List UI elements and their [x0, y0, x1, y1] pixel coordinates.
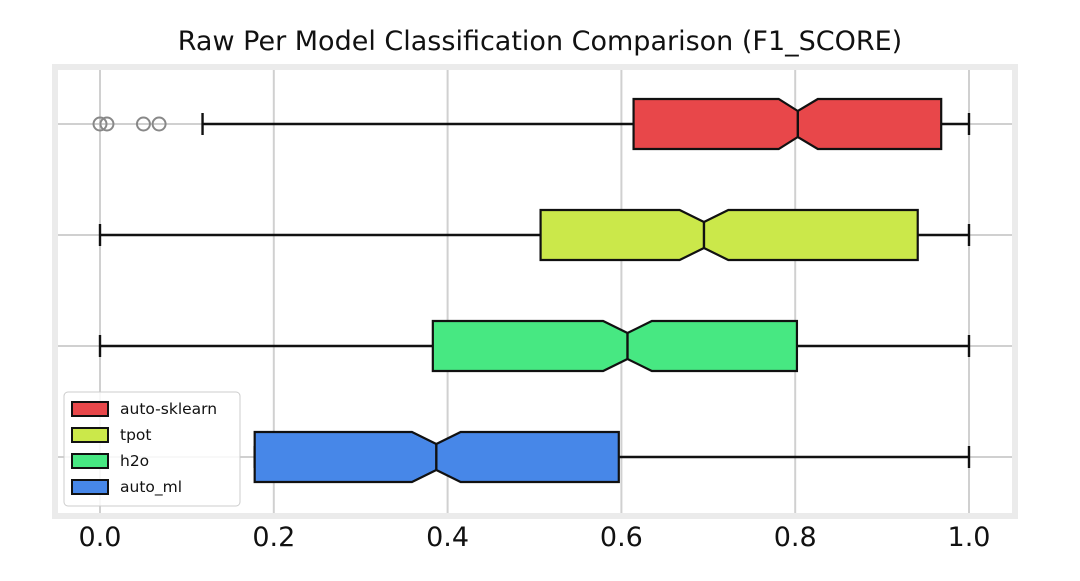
x-tick-label: 0.2: [252, 522, 295, 553]
legend-label: auto_ml: [120, 478, 182, 497]
plot-area-border: [52, 64, 1018, 519]
x-tick-label: 0.6: [600, 522, 643, 553]
legend-label: h2o: [120, 452, 149, 470]
outlier-point: [151, 116, 167, 132]
box-tpot: [98, 208, 971, 262]
legend-swatch: [71, 427, 109, 443]
chart-title: Raw Per Model Classification Comparison …: [177, 26, 903, 57]
x-axis-ticks: 0.0 0.2 0.4 0.6 0.8 1.0: [79, 522, 991, 553]
box-auto-sklearn: [92, 97, 971, 151]
legend-frame: [63, 391, 241, 507]
outlier-point: [92, 116, 108, 132]
legend-swatch: [71, 401, 109, 417]
legend-label: tpot: [120, 426, 151, 444]
legend-swatch: [71, 479, 109, 495]
box-body: [539, 208, 919, 262]
box-body: [632, 97, 943, 151]
x-tick-label: 1.0: [948, 522, 991, 553]
legend-swatch: [71, 453, 109, 469]
box-auto_ml: [253, 430, 971, 484]
box-layer: [92, 97, 971, 484]
x-tick-label: 0.0: [79, 522, 122, 553]
x-tick-label: 0.8: [774, 522, 817, 553]
legend: auto-sklearn tpot h2o auto_ml: [63, 391, 241, 507]
outlier-point: [135, 116, 151, 132]
box-body: [431, 319, 799, 373]
legend-label: auto-sklearn: [120, 400, 217, 418]
x-tick-label: 0.4: [426, 522, 469, 553]
outlier-point: [99, 116, 115, 132]
box-h2o: [98, 319, 971, 373]
